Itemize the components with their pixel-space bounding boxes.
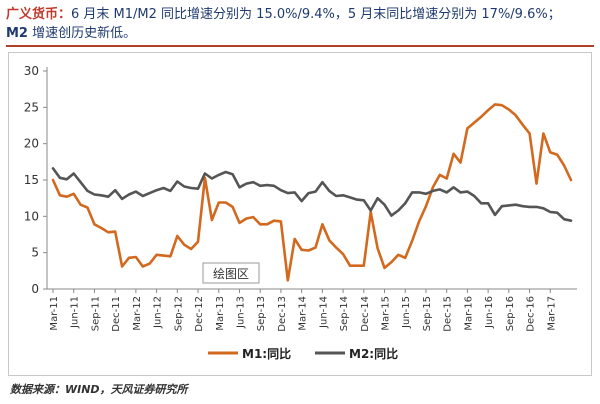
x-tick-label: Mar-17: [546, 296, 557, 331]
x-tick-label: Dec-11: [111, 296, 122, 332]
header-line-2: M2 增速创历史新低。: [6, 24, 594, 43]
line-chart: 0 5 10 15 20 25 30 Mar-11 Jun-11 Sep-11 Dec-11 Mar-…: [24, 64, 577, 361]
x-tick-label: Sep-16: [505, 296, 516, 331]
source-note: 数据来源：WIND，天风证券研究所: [10, 383, 188, 396]
y-tick-label: 30: [24, 64, 39, 78]
x-tick-label: Dec-12: [194, 296, 205, 332]
x-tick-label: Jun-16: [484, 296, 495, 329]
legend-label-2: M2:同比: [349, 346, 398, 361]
chart-frame: [8, 52, 592, 376]
x-tick-label: Mar-15: [381, 296, 392, 331]
header-m2-label: M2: [6, 26, 28, 41]
x-tick-label: Jun-14: [318, 296, 329, 329]
header-text-2: 增速创历史新低。: [27, 26, 137, 41]
header-lead: 广义货币：: [6, 7, 72, 22]
x-tick-label: Mar-11: [49, 296, 60, 331]
y-tick-label: 0: [31, 282, 39, 296]
x-tick-label: Mar-13: [215, 296, 226, 331]
header-line-1: 广义货币：6 月末 M1/M2 同比增速分别为 15.0%/9.4%，5 月末同…: [6, 5, 594, 24]
y-tick-label: 10: [24, 209, 39, 223]
y-tick-label: 5: [31, 246, 39, 260]
plot-area-label-box: [202, 262, 260, 284]
y-tick-label: 15: [24, 173, 39, 187]
x-tick-label: Jun-15: [401, 296, 412, 329]
y-tick-label: 20: [24, 137, 39, 151]
m2-series-line: [51, 167, 573, 222]
plot-area-label: 绘图区: [213, 266, 249, 281]
y-tick-label: 25: [24, 100, 39, 114]
x-tick-label: Mar-12: [132, 296, 143, 331]
header-divider: [6, 45, 594, 47]
chart-header: 广义货币：6 月末 M1/M2 同比增速分别为 15.0%/9.4%，5 月末同…: [6, 5, 594, 43]
legend-label-1: M1:同比: [242, 346, 291, 361]
x-tick-label: Sep-13: [256, 296, 267, 331]
x-tick-label: Jun-11: [70, 296, 81, 329]
x-tick-label: Sep-12: [173, 296, 184, 331]
x-tick-label: Sep-15: [422, 296, 433, 331]
x-tick-label: Dec-13: [277, 296, 288, 332]
x-tick-label: Jun-12: [153, 296, 164, 329]
x-tick-label: Mar-14: [298, 296, 309, 331]
x-tick-label: Jun-13: [235, 296, 246, 329]
x-tick-label: Dec-15: [443, 296, 454, 332]
x-tick-label: Sep-14: [339, 296, 350, 331]
header-text-1: 6 月末 M1/M2 同比增速分别为 15.0%/9.4%，5 月末同比增速分别…: [71, 7, 561, 22]
x-tick-label: Dec-16: [526, 296, 537, 332]
x-tick-label: Sep-11: [90, 296, 101, 331]
x-tick-label: Mar-16: [463, 296, 474, 331]
m1-series-line: [51, 103, 573, 282]
x-tick-label: Dec-14: [360, 296, 371, 332]
